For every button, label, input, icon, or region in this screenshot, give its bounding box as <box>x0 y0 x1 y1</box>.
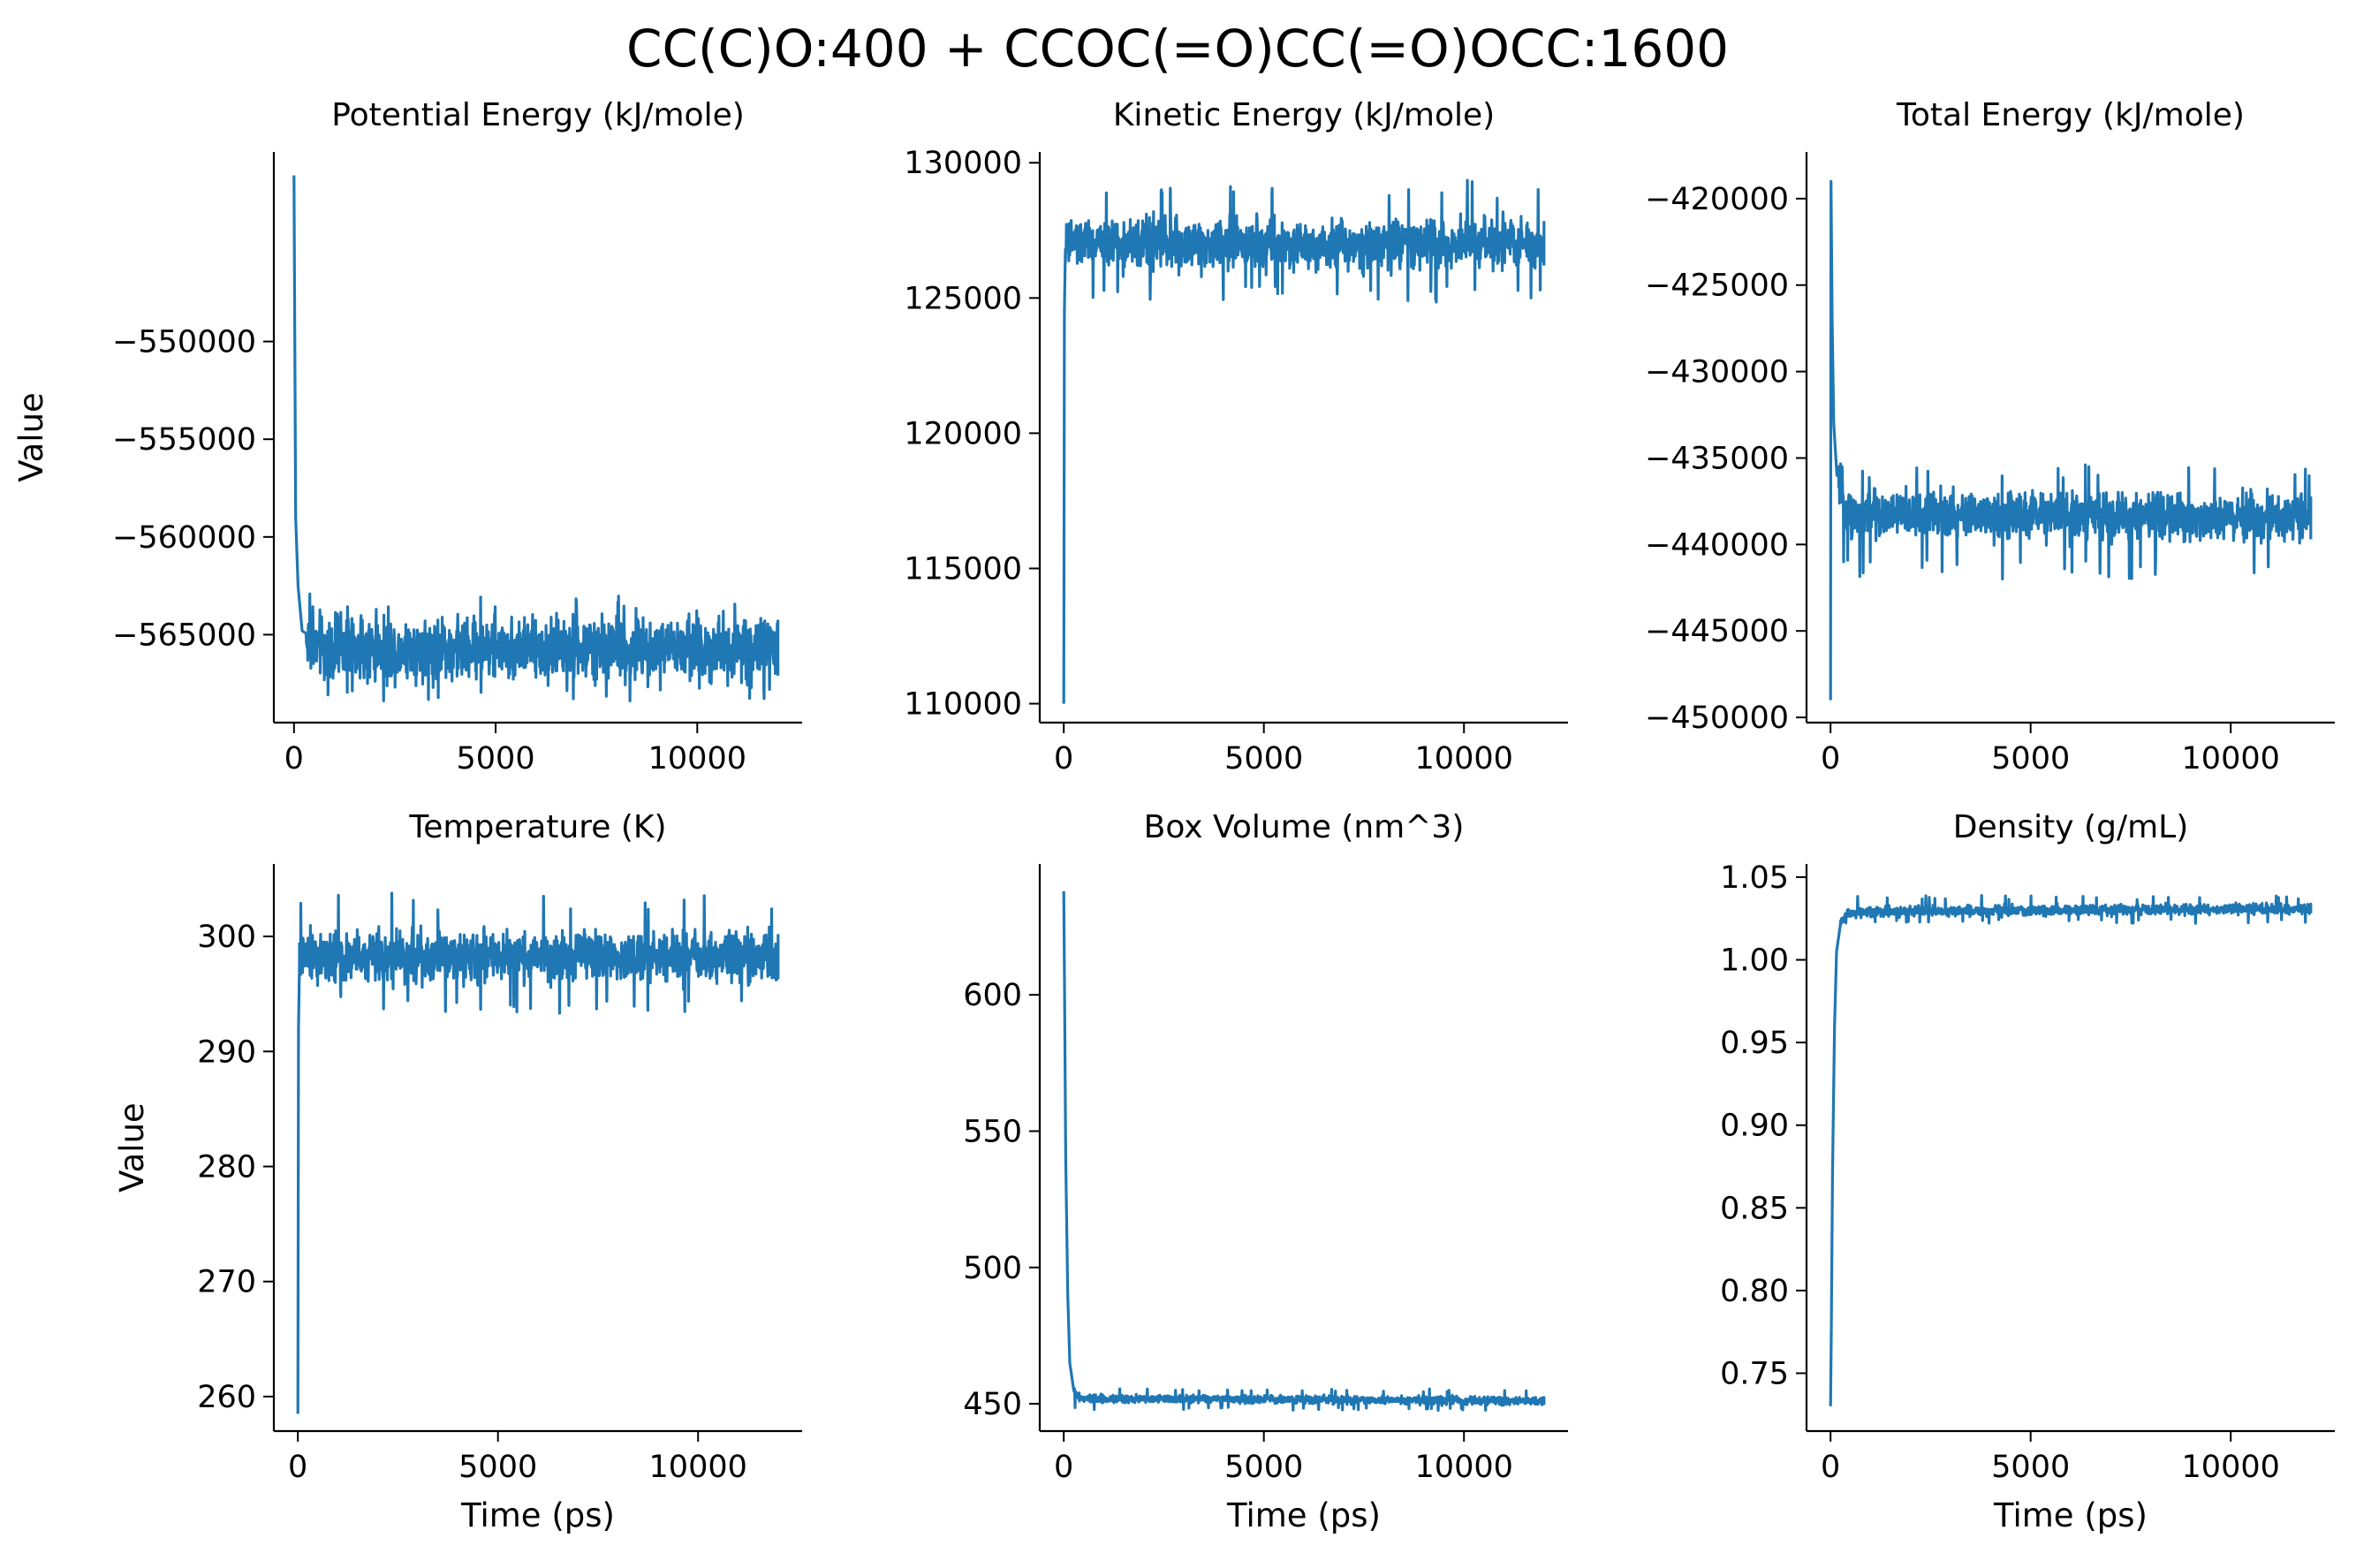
y-tick-label: 290 <box>197 1034 256 1070</box>
y-tick-label: 270 <box>197 1265 256 1300</box>
subplot-5: Box Volume (nm^3) 0 5000 10000 450 500 550 600 T… <box>963 809 1568 1534</box>
y-tick-label: 550 <box>963 1114 1022 1149</box>
y-tick-label: 450 <box>963 1387 1022 1422</box>
y-tick-label: 120000 <box>904 416 1022 451</box>
x-tick-label: 10000 <box>2182 1450 2280 1485</box>
x-tick-label: 5000 <box>1224 1450 1303 1485</box>
y-tick-label: −435000 <box>1645 441 1789 476</box>
y-tick-label: 1.05 <box>1720 860 1789 896</box>
y-tick-label: −445000 <box>1645 614 1789 649</box>
y-tick-label: 500 <box>963 1251 1022 1286</box>
x-axis-label: Time (ps) <box>1226 1496 1381 1534</box>
series-line <box>292 175 780 702</box>
y-tick-label: −425000 <box>1645 269 1789 304</box>
x-tick-label: 5000 <box>458 1450 537 1485</box>
x-tick-label: 0 <box>1821 741 1840 776</box>
subplot-grid: Potential Energy (kJ/mole)0 5000 10000−550… <box>12 97 2335 1534</box>
x-tick-label: 0 <box>1821 1450 1840 1485</box>
subplot-6: Density (g/mL) 0 5000 10000 0.75 0.80 0.85 0.90… <box>1720 809 2335 1534</box>
y-tick-label: 0.85 <box>1720 1191 1789 1226</box>
subplot-title: Kinetic Energy (kJ/mole) <box>1113 97 1495 133</box>
x-tick-label: 10000 <box>648 741 746 776</box>
x-tick-label: 5000 <box>1991 741 2070 776</box>
y-tick-label: −420000 <box>1645 182 1789 217</box>
x-tick-label: 10000 <box>1415 1450 1513 1485</box>
y-tick-label: 0.90 <box>1720 1109 1789 1144</box>
series-line <box>1062 890 1546 1413</box>
x-tick-label: 5000 <box>457 741 535 776</box>
y-tick-label: 0.80 <box>1720 1274 1789 1309</box>
y-tick-label: 115000 <box>904 551 1022 587</box>
y-tick-label: 110000 <box>904 687 1022 723</box>
subplot-title: Box Volume (nm^3) <box>1144 809 1465 845</box>
x-tick-label: 0 <box>1054 1450 1073 1485</box>
x-tick-label: 0 <box>284 741 304 776</box>
series-line <box>1829 894 2313 1406</box>
y-axis-label: Value <box>12 392 50 482</box>
y-tick-label: 0.95 <box>1720 1026 1789 1061</box>
y-tick-label: −555000 <box>112 422 256 458</box>
subplot-title: Total Energy (kJ/mole) <box>1896 97 2245 133</box>
series-line <box>1062 178 1546 704</box>
subplot-4: Temperature (K) 0 5000 10000 260 270 280 290 300… <box>113 809 802 1534</box>
y-tick-label: −440000 <box>1645 527 1789 563</box>
subplot-2: Kinetic Energy (kJ/mole) 0 5000 10000 110000… <box>904 97 1568 776</box>
x-tick-label: 5000 <box>1224 741 1303 776</box>
x-axis-label: Time (ps) <box>460 1496 615 1534</box>
subplot-1: Potential Energy (kJ/mole) 0 5000 10000 −550… <box>12 97 802 776</box>
y-tick-label: −450000 <box>1645 701 1789 736</box>
y-tick-label: 600 <box>963 978 1022 1013</box>
y-tick-label: 0.75 <box>1720 1356 1789 1391</box>
y-axis-label: Value <box>113 1102 151 1193</box>
y-tick-label: 1.00 <box>1720 943 1789 979</box>
x-tick-label: 10000 <box>2182 741 2280 776</box>
series-line <box>1829 179 2313 701</box>
y-tick-label: −550000 <box>112 325 256 360</box>
subplot-3: Total Energy (kJ/mole) 0 5000 10000 −420000 −… <box>1645 97 2335 776</box>
y-tick-label: −565000 <box>112 617 256 653</box>
y-tick-label: −560000 <box>112 520 256 556</box>
subplot-title: Potential Energy (kJ/mole) <box>331 97 745 133</box>
y-tick-label: 280 <box>197 1149 256 1185</box>
y-tick-label: 125000 <box>904 281 1022 316</box>
subplot-title: Temperature (K) <box>408 809 666 845</box>
figure-title: CC(C)O:400 + CCOC(=O)CC(=O)OCC:1600 <box>626 19 1729 79</box>
y-tick-label: 260 <box>197 1380 256 1415</box>
y-tick-label: 130000 <box>904 146 1022 181</box>
x-tick-label: 0 <box>1054 741 1073 776</box>
x-tick-label: 10000 <box>649 1450 747 1485</box>
y-tick-label: −430000 <box>1645 355 1789 390</box>
x-tick-label: 0 <box>288 1450 307 1485</box>
series-line <box>296 891 780 1414</box>
y-tick-label: 300 <box>197 920 256 955</box>
subplot-title: Density (g/mL) <box>1953 809 2189 845</box>
x-tick-label: 10000 <box>1415 741 1513 776</box>
x-tick-label: 5000 <box>1991 1450 2070 1485</box>
x-axis-label: Time (ps) <box>1993 1496 2148 1534</box>
